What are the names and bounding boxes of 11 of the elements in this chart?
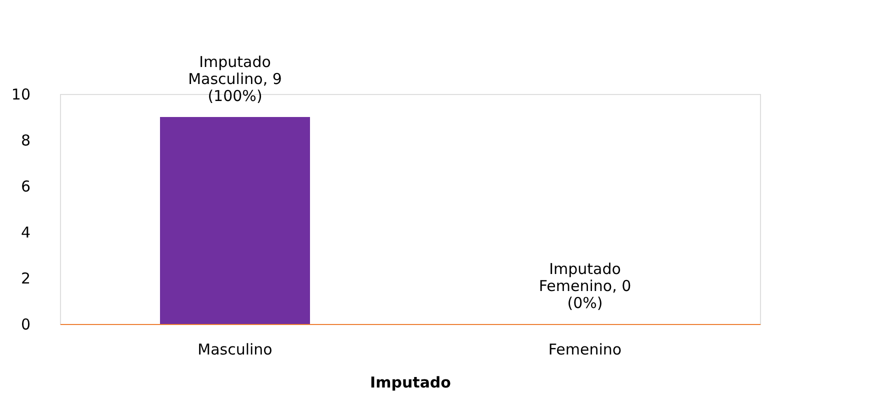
y-tick-label: 4 [20, 224, 30, 242]
x-axis-title: Imputado [370, 374, 451, 392]
data-label: Imputado Femenino, 0 (0%) [538, 260, 632, 312]
y-tick-label: 8 [20, 132, 30, 150]
x-tick-label: Masculino [198, 340, 272, 358]
y-tick-label: 6 [20, 178, 30, 196]
y-tick-label: 2 [20, 270, 30, 288]
y-tick-label: 10 [11, 86, 30, 104]
y-tick-label: 0 [20, 316, 30, 334]
x-tick-label: Femenino [548, 340, 622, 358]
data-label: Imputado Masculino, 9 (100%) [188, 53, 282, 105]
